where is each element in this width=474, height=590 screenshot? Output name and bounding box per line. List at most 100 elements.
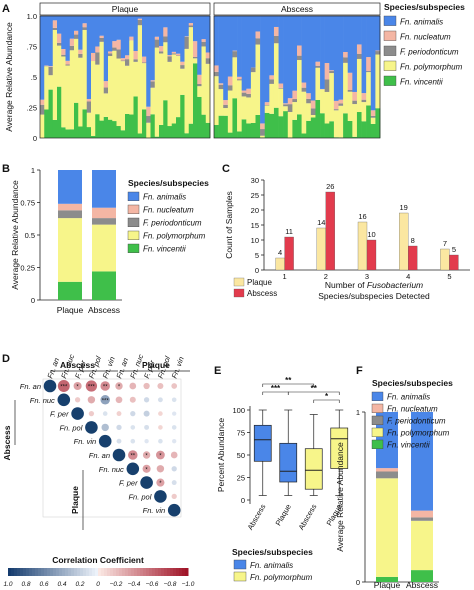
d-colorbar-step xyxy=(38,568,42,576)
a-sample-segment-nuc xyxy=(48,66,54,67)
d-colorbar-step xyxy=(11,568,15,576)
d-diagonal-cell xyxy=(126,462,140,476)
c-x-tick-label: 3 xyxy=(365,272,369,281)
a-sample-segment-per xyxy=(125,59,130,66)
c-bar-value-label: 8 xyxy=(411,236,415,245)
a-sample-segment-pol xyxy=(306,103,312,121)
a-sample-segment-pol xyxy=(154,47,160,137)
a-sample-segment-per xyxy=(237,79,242,81)
legend-label-an: Fn. animalis xyxy=(400,17,443,26)
a-sample-segment-nuc xyxy=(193,41,198,57)
e-y-tick-label: 0 xyxy=(241,496,245,505)
d-cell-significance: *** xyxy=(88,385,96,391)
d-correlation-cell xyxy=(143,382,150,390)
d-colorbar-tick: 0 xyxy=(96,581,100,588)
d-diagonal-cell xyxy=(167,503,181,517)
stacked-bar-segment-pol xyxy=(376,478,398,577)
d-colorbar-step xyxy=(143,568,147,576)
a-sample-segment-an xyxy=(292,16,298,91)
a-sample-segment-per xyxy=(65,64,71,66)
a-sample-segment-an xyxy=(154,16,160,37)
stacked-bar-segment-pol xyxy=(92,224,116,272)
d-correlation-cell xyxy=(156,478,165,487)
a-sample-segment-an xyxy=(57,16,62,34)
a-sample-segment-nuc xyxy=(171,51,177,54)
d-cell-significance: * xyxy=(159,454,162,460)
d-diagonal-cell xyxy=(140,476,153,489)
e-significance-bracket xyxy=(313,399,340,403)
d-correlation-cell xyxy=(115,396,123,404)
d-colorbar-step xyxy=(170,568,174,576)
d-correlation-cell xyxy=(172,439,177,444)
a-sample-segment-vin xyxy=(48,89,54,138)
a-sample-segment-nuc xyxy=(137,18,143,21)
d-colorbar-step xyxy=(137,568,141,576)
a-sample-segment-per xyxy=(306,98,312,104)
a-sample-segment-nuc xyxy=(292,90,298,100)
panel-d: Abscess Plaque Fn. an Fn. nuc F. per Fn. pol F… xyxy=(2,353,195,588)
a-sample-segment-per xyxy=(95,52,100,65)
d-colorbar-step xyxy=(65,568,69,576)
d-colorbar-tick: 0.6 xyxy=(39,581,48,588)
a-sample-segment-nuc xyxy=(112,41,117,48)
a-sample-segment-per xyxy=(375,51,381,55)
legend-swatch-vin xyxy=(127,243,140,254)
a-sample-segment-an xyxy=(227,16,233,77)
a-sample-segment-nuc xyxy=(108,51,113,54)
a-sample-segment-vin xyxy=(292,119,298,138)
a-sample-segment-vin xyxy=(95,114,100,138)
a-sample-segment-pol xyxy=(292,102,298,120)
a-sample-segment-pol xyxy=(120,61,126,131)
a-group-header xyxy=(213,2,381,16)
legend-swatch-nuc xyxy=(383,30,397,41)
a-sample-segment-nuc xyxy=(214,65,219,72)
a-sample-segment-per xyxy=(57,42,62,46)
c-bar-value-label: 19 xyxy=(400,203,408,212)
a-sample-segment-nuc xyxy=(306,93,312,99)
a-sample-segment-vin xyxy=(193,63,198,138)
a-sample-segment-nuc xyxy=(146,106,151,117)
d-col-label: Fn. vin xyxy=(170,355,186,379)
a-sample-segment-nuc xyxy=(278,83,284,88)
a-sample-segment-vin xyxy=(375,108,381,138)
a-sample-segment-pol xyxy=(320,89,325,114)
a-sample-segment-pol xyxy=(301,91,307,134)
a-sample-segment-pol xyxy=(370,117,376,124)
a-sample-segment-an xyxy=(99,16,105,36)
d-colorbar-step xyxy=(119,568,123,576)
a-sample-segment-vin xyxy=(133,96,139,138)
stacked-bar-segment-pol xyxy=(411,520,433,571)
a-sample-segment-nuc xyxy=(301,82,307,88)
a-sample-segment-vin xyxy=(52,119,58,138)
a-sample-segment-pol xyxy=(133,61,139,97)
a-sample-segment-per xyxy=(120,60,126,62)
d-colorbar-step xyxy=(173,568,177,576)
legend-swatch-an xyxy=(371,391,384,402)
a-sample-segment-pol xyxy=(40,114,45,138)
d-colorbar-tick: −0.2 xyxy=(110,581,123,588)
d-cell-significance: * xyxy=(159,481,162,487)
a-sample-segment-an xyxy=(180,16,185,62)
d-cell-significance: *** xyxy=(60,385,68,391)
legend-label-nuc: Fn. nucleatum xyxy=(400,32,451,41)
c-bar-value-label: 26 xyxy=(326,182,334,191)
a-sample-segment-pol xyxy=(103,93,109,117)
x-category-label: Abscess xyxy=(88,305,120,315)
a-sample-segment-vin xyxy=(112,121,117,138)
d-cell-significance: * xyxy=(76,385,79,391)
a-sample-segment-an xyxy=(44,16,49,66)
c-bar-value-label: 16 xyxy=(358,212,366,221)
legend-label-pol: Fn. polymorphum xyxy=(387,429,450,438)
a-sample-segment-nuc xyxy=(176,53,181,56)
a-sample-segment-nuc xyxy=(159,46,164,52)
a-sample-segment-vin xyxy=(57,86,62,138)
e-y-tick-label: 25 xyxy=(237,474,245,483)
d-diagonal-cell xyxy=(112,448,126,462)
a-sample-segment-per xyxy=(167,56,173,62)
d-colorbar-step xyxy=(68,568,72,576)
a-sample-segment-an xyxy=(171,16,177,52)
a-sample-segment-pol xyxy=(116,58,122,127)
c-x-tick-label: 1 xyxy=(283,272,287,281)
a-sample-segment-pol xyxy=(112,50,117,122)
a-sample-segment-per xyxy=(269,79,275,84)
